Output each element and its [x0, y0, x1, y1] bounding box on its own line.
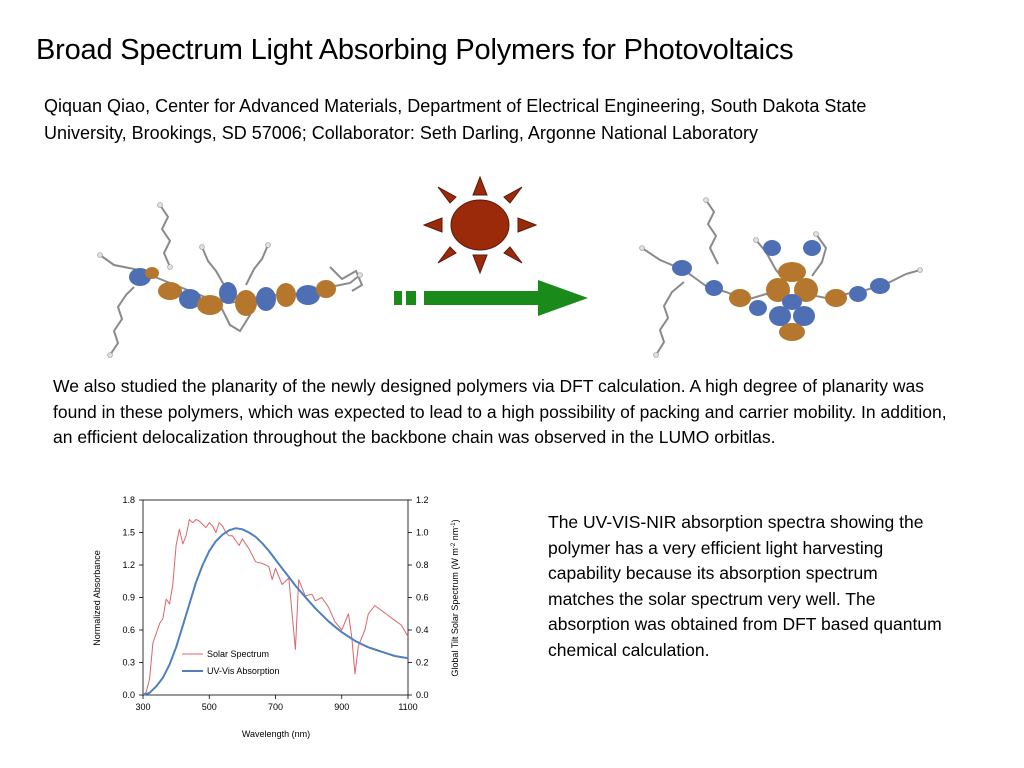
y-right-tick-label: 1.0 [416, 528, 429, 538]
x-tick-label: 1100 [398, 702, 417, 712]
x-tick-label: 900 [334, 702, 349, 712]
y-left-tick-label: 0.0 [122, 690, 135, 700]
planarity-paragraph: We also studied the planarity of the new… [53, 376, 947, 447]
spectrum-description-paragraph: The UV-VIS-NIR absorption spectra showin… [548, 512, 942, 660]
x-tick-label: 500 [202, 702, 217, 712]
y-right-tick-label: 0.0 [416, 690, 429, 700]
legend-label: Solar Spectrum [207, 649, 269, 659]
y-right-tick-label: 0.4 [416, 625, 429, 635]
y-left-tick-label: 0.3 [122, 658, 135, 668]
absorption-spectrum-chart: 300 500 700 900 1100 0.0 0.3 0.6 0.9 1.2 1.5 1.8 0.0… [92, 495, 460, 739]
y-left-tick-label: 1.2 [122, 560, 135, 570]
author-affiliation: Qiquan Qiao, Center for Advanced Materia… [44, 96, 867, 143]
right-arrow-icon [394, 280, 588, 316]
y-left-tick-label: 1.8 [122, 495, 135, 505]
y-right-tick-label: 0.2 [416, 658, 429, 668]
series-line-uv-vis-absorption [142, 527, 409, 696]
slide-title: Broad Spectrum Light Absorbing Polymers … [36, 34, 794, 66]
y-right-tick-label: 1.2 [416, 495, 429, 505]
y-right-tick-label: 0.6 [416, 593, 429, 603]
x-tick-label: 300 [135, 702, 150, 712]
y-left-tick-label: 0.9 [122, 593, 135, 603]
y-left-tick-label: 0.6 [122, 625, 135, 635]
y-axis-left-label: Normalized Absorbance [92, 550, 102, 646]
x-axis-label: Wavelength (nm) [242, 729, 310, 739]
x-tick-label: 700 [268, 702, 283, 712]
legend-label: UV-Vis Absorption [207, 666, 279, 676]
series-line-solar-spectrum [142, 519, 409, 696]
y-left-tick-label: 1.5 [122, 528, 135, 538]
y-axis-right-label: Global Tilt Solar Spectrum (W m-2 nm-1) [450, 519, 460, 676]
molecule-homo-image [97, 202, 364, 358]
molecule-lumo-image [639, 197, 923, 358]
sun-icon [422, 175, 538, 275]
y-right-tick-label: 0.8 [416, 560, 429, 570]
